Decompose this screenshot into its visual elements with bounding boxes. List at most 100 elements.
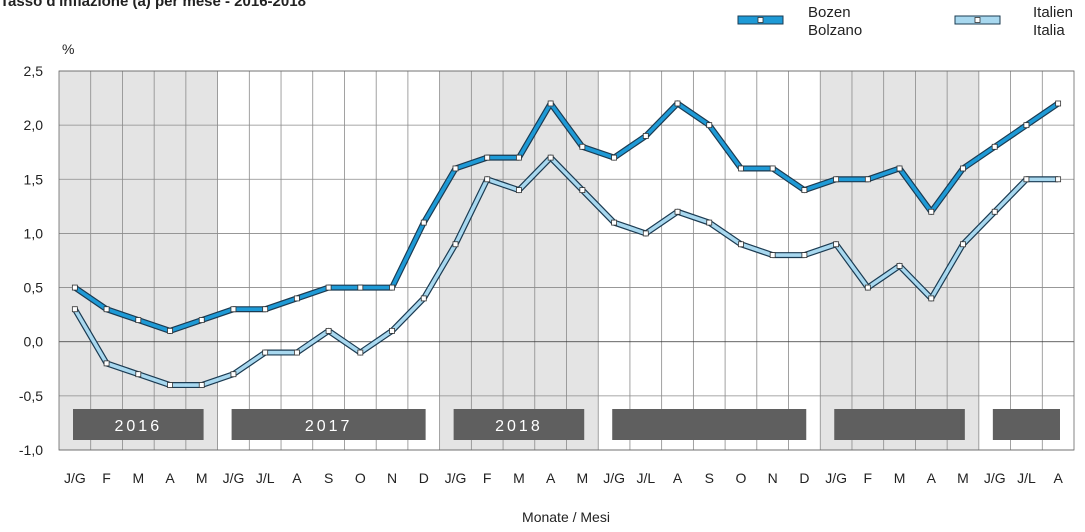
year-box — [612, 409, 807, 440]
point-marker — [167, 327, 173, 334]
point-marker — [896, 263, 903, 269]
series-line — [73, 155, 1059, 387]
year-band — [598, 71, 821, 450]
point-marker — [833, 241, 840, 248]
y-tick-label: 2,5 — [24, 63, 44, 79]
y-tick-label: 0,0 — [24, 334, 44, 350]
point-marker — [135, 371, 142, 378]
year-label: 2018 — [495, 418, 543, 435]
point-marker — [738, 165, 744, 172]
year-box — [992, 409, 1060, 440]
point-marker — [516, 187, 522, 194]
x-tick-label: J/L — [256, 470, 275, 486]
x-tick-label: M — [577, 470, 589, 486]
point-marker — [674, 208, 681, 215]
point-marker — [928, 208, 935, 215]
point-marker — [864, 284, 871, 291]
year-box — [73, 409, 204, 440]
point-marker — [1055, 176, 1062, 183]
year-band — [59, 71, 218, 450]
y-tick-label: 1,0 — [24, 225, 44, 241]
y-unit: % — [62, 41, 74, 57]
point-marker — [706, 122, 713, 129]
year-label: 2016 — [115, 418, 163, 435]
x-axis-label: Monate / Mesi — [522, 509, 610, 525]
year-box — [231, 409, 426, 440]
point-marker — [167, 382, 173, 388]
chart-title: Tasso d'inflazione (a) per mese - 2016-2… — [0, 0, 306, 10]
point-marker — [1055, 100, 1062, 107]
x-tick-label: D — [419, 470, 429, 486]
year-band — [439, 71, 599, 450]
legend-label: Italien Italia — [1033, 4, 1074, 39]
point-marker — [991, 143, 998, 150]
x-tick-label: J/G — [223, 470, 245, 486]
x-tick-label: M — [132, 470, 144, 486]
point-marker — [960, 165, 966, 172]
y-tick-label: 2,0 — [24, 117, 44, 133]
x-tick-label: N — [387, 470, 397, 486]
point-marker — [71, 284, 78, 291]
point-marker — [452, 165, 459, 172]
point-marker — [769, 252, 776, 258]
x-tick-label: F — [102, 470, 111, 486]
point-marker — [452, 241, 459, 248]
year-box — [834, 409, 965, 440]
point-marker — [547, 154, 554, 161]
x-tick-label: J/G — [64, 470, 86, 486]
point-marker — [896, 165, 903, 172]
x-tick-label: J/L — [1017, 470, 1036, 486]
x-tick-label: J/G — [984, 470, 1006, 486]
point-marker — [484, 154, 491, 161]
point-marker — [325, 327, 332, 334]
x-tick-label: J/G — [825, 470, 847, 486]
series-line — [73, 101, 1060, 333]
point-marker — [293, 295, 300, 302]
legend-marker — [974, 17, 981, 23]
point-marker — [769, 165, 776, 172]
point-marker — [928, 295, 935, 302]
point-marker — [547, 100, 554, 107]
x-tick-label: O — [736, 470, 747, 486]
x-tick-label: A — [673, 470, 683, 486]
x-tick-label: A — [927, 470, 937, 486]
point-marker — [991, 208, 998, 215]
year-box — [453, 409, 585, 440]
point-marker — [706, 219, 713, 226]
x-tick-label: M — [957, 470, 969, 486]
year-band — [978, 71, 1074, 450]
x-tick-label: M — [196, 470, 208, 486]
point-marker — [135, 317, 142, 323]
point-marker — [262, 349, 269, 356]
year-label: 2017 — [305, 418, 353, 435]
point-marker — [198, 317, 205, 323]
x-tick-label: S — [705, 470, 714, 486]
x-tick-label: J/L — [636, 470, 655, 486]
point-marker — [262, 306, 269, 313]
x-tick-label: A — [165, 470, 175, 486]
point-marker — [579, 143, 586, 150]
point-marker — [103, 360, 110, 367]
point-marker — [1023, 122, 1030, 129]
point-marker — [801, 187, 808, 194]
x-tick-label: N — [768, 470, 778, 486]
point-marker — [357, 284, 364, 291]
point-marker — [579, 187, 586, 194]
point-marker — [389, 284, 395, 291]
y-tick-label: -0,5 — [19, 388, 43, 404]
point-marker — [642, 133, 649, 139]
point-marker — [420, 295, 427, 302]
point-marker — [864, 176, 871, 183]
point-marker — [198, 382, 205, 388]
point-marker — [325, 284, 332, 291]
x-tick-label: D — [799, 470, 809, 486]
point-marker — [516, 154, 522, 161]
point-marker — [1023, 176, 1030, 183]
point-marker — [230, 306, 237, 313]
point-marker — [960, 241, 966, 248]
x-tick-label: F — [864, 470, 873, 486]
point-marker — [293, 349, 300, 356]
point-marker — [420, 219, 427, 226]
point-marker — [642, 230, 649, 237]
